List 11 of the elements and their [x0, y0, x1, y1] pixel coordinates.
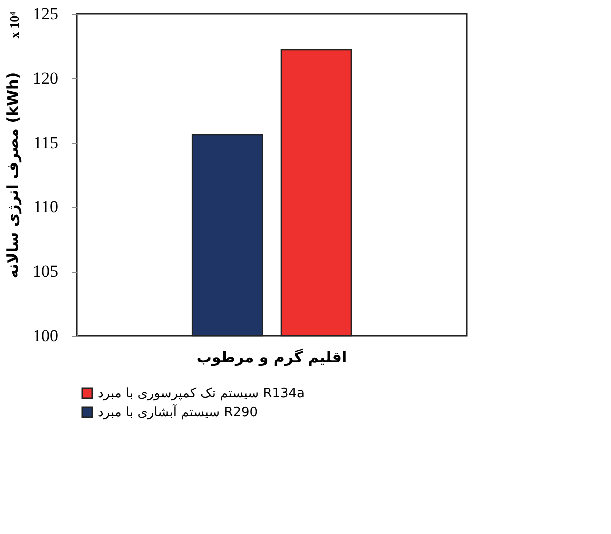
y-tick-label: 125: [33, 4, 58, 24]
legend-label: سیستم تک کمپرسوری با مبرد R134a: [98, 386, 306, 402]
y-tick-label: 105: [33, 262, 58, 282]
text: x 10⁴: [7, 12, 22, 39]
legend-label: سیستم آبشاری با مبرد R290: [98, 404, 258, 420]
y-tick-label: 110: [34, 198, 58, 217]
y-tick-label: 100: [33, 326, 58, 346]
y-tick-label: 120: [33, 68, 58, 88]
y-axis-title: مصرف انرژی سالانه (kWh): [4, 72, 22, 279]
y-tick-label: 115: [34, 133, 58, 152]
x-tick-label: اقلیم گرم و مرطوب: [196, 348, 348, 366]
